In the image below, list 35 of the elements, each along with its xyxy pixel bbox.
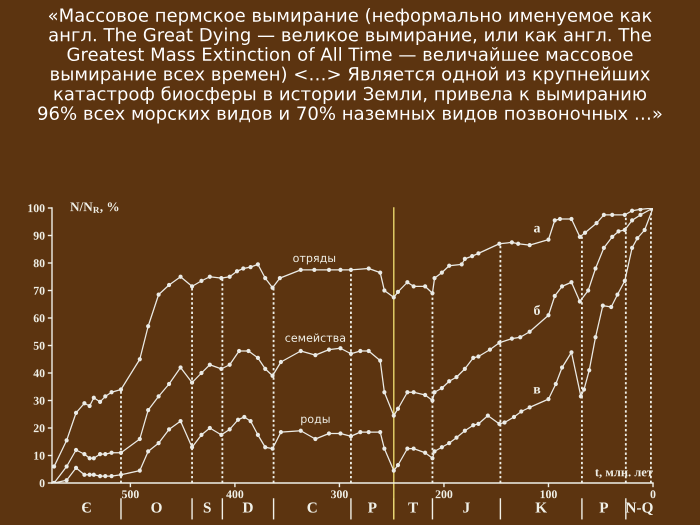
y-tick-label: 50 (34, 342, 45, 350)
y-tick-label: 70 (34, 286, 45, 295)
text: S (204, 502, 211, 513)
text: N-Q (626, 502, 653, 515)
y-tick-label: 30 (34, 396, 45, 405)
y-tick-label: 10 (34, 452, 45, 460)
x-tick-label: 0 (650, 490, 656, 498)
series-label: отряды (293, 256, 336, 264)
series-label: семейства (285, 333, 346, 342)
y-tick-label: 100 (28, 204, 45, 212)
series-label: роды (301, 416, 330, 426)
text: P (368, 502, 377, 513)
text: J (463, 502, 470, 513)
annotation: б (534, 304, 540, 316)
text: T (408, 502, 418, 513)
y-tick-label: 20 (34, 424, 45, 432)
y-tick-label: 60 (34, 314, 45, 322)
text: O (151, 502, 162, 513)
x-tick-label: 100 (540, 490, 557, 498)
text: D (242, 502, 253, 513)
text: K (535, 502, 547, 513)
annotation: в (534, 387, 540, 394)
text: C (307, 502, 317, 513)
x-tick-label: 400 (226, 490, 244, 498)
y-tick-label: 80 (34, 259, 45, 268)
x-tick-label: 300 (331, 490, 348, 498)
y-tick-label: 0 (40, 479, 45, 488)
chart-title: «Массовое пермское вымирание (неформально именуемое как англ. The Great Dying — великое вымирание, или как англ. The Greatest Mass Extinction of All Time — величайшее массовое вымирание всех времен) <…> Является одной из крупнейших катастроф биосферы в истории Земли, привела к вымиранию 96% всех морских видов и 70% наземных видов позвоночных …» (38, 8, 662, 124)
x-tick-label: 200 (436, 490, 452, 498)
y-tick-label: 90 (34, 232, 45, 240)
x-tick-label: 500 (122, 490, 139, 498)
text: P (599, 502, 608, 513)
y-tick-label: 40 (33, 369, 45, 378)
text: Є (82, 502, 91, 513)
y-axis-title: N/N$_{R}$, % (70, 202, 118, 214)
